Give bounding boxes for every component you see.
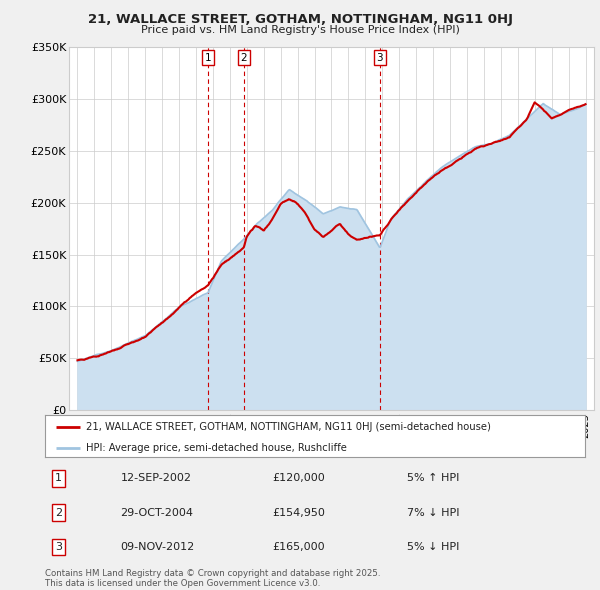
Text: 09-NOV-2012: 09-NOV-2012 — [121, 542, 195, 552]
Text: 21, WALLACE STREET, GOTHAM, NOTTINGHAM, NG11 0HJ: 21, WALLACE STREET, GOTHAM, NOTTINGHAM, … — [88, 13, 512, 26]
Text: 5% ↑ HPI: 5% ↑ HPI — [407, 474, 459, 483]
Text: 1: 1 — [55, 474, 62, 483]
Text: 1: 1 — [205, 53, 211, 63]
Text: 3: 3 — [377, 53, 383, 63]
Text: 2: 2 — [241, 53, 247, 63]
Text: 7% ↓ HPI: 7% ↓ HPI — [407, 508, 460, 517]
Text: £154,950: £154,950 — [272, 508, 325, 517]
Text: 3: 3 — [55, 542, 62, 552]
Text: Price paid vs. HM Land Registry's House Price Index (HPI): Price paid vs. HM Land Registry's House … — [140, 25, 460, 35]
Text: £165,000: £165,000 — [272, 542, 325, 552]
Text: 29-OCT-2004: 29-OCT-2004 — [121, 508, 194, 517]
Text: £120,000: £120,000 — [272, 474, 325, 483]
Text: 12-SEP-2002: 12-SEP-2002 — [121, 474, 191, 483]
Text: HPI: Average price, semi-detached house, Rushcliffe: HPI: Average price, semi-detached house,… — [86, 443, 346, 453]
Text: 2: 2 — [55, 508, 62, 517]
Text: 5% ↓ HPI: 5% ↓ HPI — [407, 542, 459, 552]
Text: 21, WALLACE STREET, GOTHAM, NOTTINGHAM, NG11 0HJ (semi-detached house): 21, WALLACE STREET, GOTHAM, NOTTINGHAM, … — [86, 422, 490, 432]
Text: Contains HM Land Registry data © Crown copyright and database right 2025.
This d: Contains HM Land Registry data © Crown c… — [45, 569, 380, 588]
